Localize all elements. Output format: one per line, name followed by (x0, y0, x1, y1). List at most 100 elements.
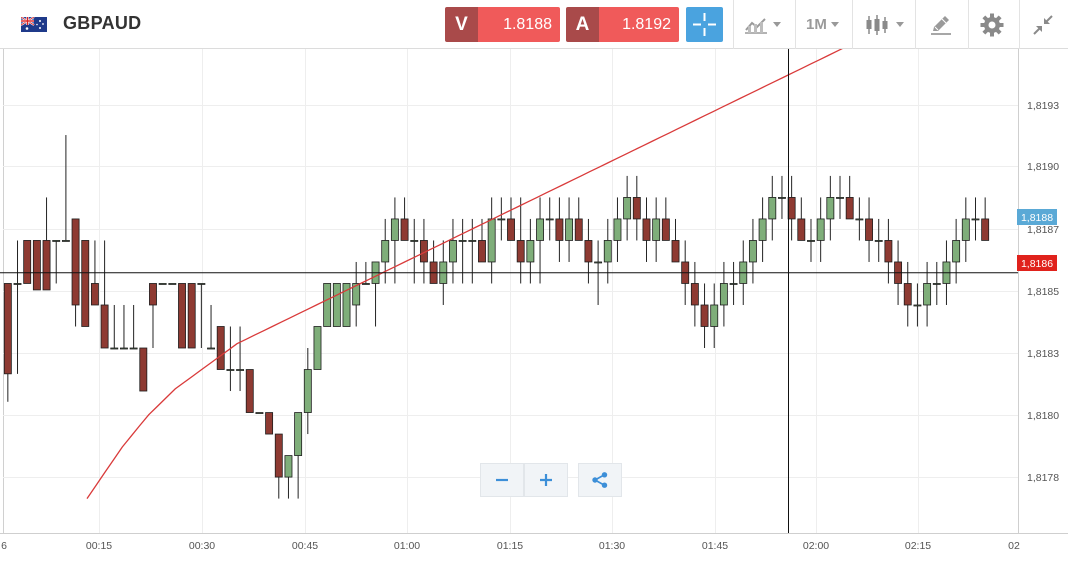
candle-down (139, 347, 148, 392)
y-tick-label: 1,8185 (1027, 286, 1059, 298)
y-tick-label: 1,8193 (1027, 100, 1059, 112)
candle-down (690, 283, 699, 306)
y-tick-label: 1,8183 (1027, 348, 1059, 360)
crosshair-toggle-button[interactable] (686, 7, 723, 42)
timeframe-dropdown[interactable]: 1M (806, 0, 839, 49)
candle-up (52, 240, 61, 242)
ask-badge-bg (1017, 255, 1057, 271)
candle-down (584, 240, 593, 263)
share-button[interactable] (578, 463, 622, 497)
collapse-arrows-icon (1033, 14, 1053, 35)
price-axis-panel (1018, 49, 1068, 566)
x-tick-label: 02:15 (905, 540, 931, 552)
candle-up (748, 240, 757, 263)
candle-up (487, 218, 496, 263)
candle-down (23, 240, 32, 284)
candle-down (400, 218, 409, 241)
candle-up (352, 283, 361, 306)
collapse-button[interactable] (1031, 0, 1055, 49)
candle-up (826, 197, 835, 220)
y-tick-label: 1,8178 (1027, 472, 1059, 484)
buy-label: A (566, 7, 599, 42)
candle-up (710, 304, 719, 327)
chevron-down-icon (773, 22, 781, 27)
candle-up (923, 283, 932, 306)
candle-down (661, 218, 670, 241)
candle-up (961, 218, 970, 241)
ask-badge-label: 1,8186 (1021, 258, 1053, 270)
candle-up (468, 240, 477, 242)
candle-up (381, 240, 390, 263)
candle-up (110, 347, 119, 350)
candle-up (623, 197, 632, 220)
candle-down (274, 433, 283, 478)
chart-type-dropdown[interactable] (864, 0, 904, 49)
x-tick-label: 01:30 (599, 540, 625, 552)
instrument-symbol: GBPAUD (63, 13, 142, 33)
candle-up (303, 369, 312, 413)
candle-up (226, 369, 235, 371)
x-tick-label: 01:45 (702, 540, 728, 552)
minus-icon (496, 478, 508, 482)
candle-down (845, 197, 854, 220)
candle-up (361, 283, 370, 285)
candle-up (294, 412, 303, 456)
candle-up (855, 218, 864, 221)
candlestick-icon (866, 14, 888, 35)
candle-down (32, 240, 41, 291)
candle-up (768, 197, 777, 220)
x-tick-label: 00:45 (292, 540, 318, 552)
candle-up (758, 218, 767, 241)
candle-up (719, 283, 728, 306)
candle-up (613, 218, 622, 241)
candle-up (971, 218, 980, 221)
zoom-out-button[interactable] (480, 463, 524, 497)
x-tick-label: 01:15 (497, 540, 523, 552)
candle-up (284, 455, 293, 478)
candle-down (507, 218, 515, 241)
x-tick-label: 02:00 (803, 540, 829, 552)
candle-down (478, 240, 486, 263)
zoom-in-button[interactable] (524, 463, 568, 497)
candle-up (913, 304, 922, 307)
crosshair-icon (693, 13, 716, 36)
ask-price-badge: 1,8186 (1017, 255, 1057, 271)
x-tick-label: 6 (1, 540, 7, 552)
y-tick-label: 1,8180 (1027, 410, 1059, 422)
price-chart[interactable]: 1,8193 1,8190 1,8187 1,8185 1,8183 1,8180 1,81… (0, 49, 1068, 566)
candle-down (149, 283, 157, 306)
candle-down (903, 283, 912, 306)
candle-up (652, 218, 661, 241)
drawing-tools-button[interactable] (929, 0, 953, 49)
candle-up (197, 283, 206, 285)
candle-down (81, 240, 90, 327)
candle-up (778, 197, 786, 199)
candle-up (313, 326, 322, 370)
sell-quote-button[interactable]: V 1.8188 (445, 7, 560, 42)
candle-down (516, 240, 525, 263)
share-icon (592, 472, 608, 488)
x-tick-label: 02 (1008, 540, 1020, 552)
settings-button[interactable] (980, 0, 1004, 49)
candle-up (332, 283, 341, 327)
candle-down (71, 218, 80, 306)
candle-up (874, 240, 883, 242)
buy-quote-button[interactable]: A 1.8192 (566, 7, 679, 42)
candle-up (390, 218, 399, 241)
candle-down (178, 283, 186, 349)
indicators-menu-button[interactable] (743, 0, 781, 49)
bid-badge-label: 1,8188 (1021, 212, 1053, 224)
candle-down (632, 197, 641, 220)
chevron-down-icon (830, 22, 839, 27)
candle-down (187, 283, 196, 349)
candle-down (642, 218, 651, 241)
y-tick-label: 1,8187 (1027, 224, 1059, 236)
x-tick-label: 01:00 (394, 540, 420, 552)
candle-up (449, 240, 457, 263)
candle-up (729, 283, 738, 285)
pencil-icon (931, 15, 951, 35)
candles-group (3, 135, 990, 499)
candle-up (807, 240, 815, 242)
candle-down (865, 218, 873, 241)
candle-up (120, 347, 128, 350)
